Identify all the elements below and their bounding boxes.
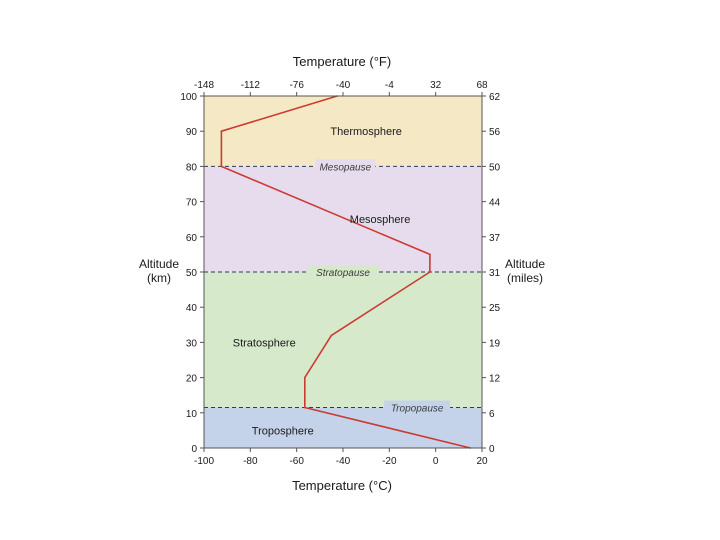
y-tick-label-km: 40 [186, 303, 198, 314]
x-tick-label-c: -20 [382, 456, 397, 467]
x-tick-label-f: -148 [194, 80, 214, 91]
x-tick-label-f: -112 [241, 80, 261, 91]
x-tick-label-f: -4 [385, 80, 394, 91]
y-tick-label-km: 70 [186, 198, 198, 209]
y-tick-label-km: 50 [186, 268, 198, 279]
y-tick-label-miles: 56 [489, 127, 501, 138]
y-tick-label-miles: 0 [489, 444, 495, 455]
x-tick-label-f: 68 [476, 80, 488, 91]
y-tick-label-km: 90 [186, 127, 198, 138]
layer-label-mesosphere: Mesosphere [350, 214, 411, 226]
x-tick-label-c: 0 [433, 456, 439, 467]
x-tick-label-c: -60 [289, 456, 304, 467]
right-axis-title-line2: (miles) [507, 271, 543, 285]
y-tick-label-km: 10 [186, 409, 198, 420]
layer-band-stratosphere [204, 272, 482, 408]
layer-labels: Troposphere Stratosphere Mesosphere Thermos… [233, 126, 411, 437]
temperature-series [220, 95, 472, 449]
y-tick-label-miles: 19 [489, 338, 501, 349]
boundary-label-bg-mesopause [315, 159, 376, 173]
top-axis-title: Temperature (°F) [293, 54, 391, 69]
series-point [429, 253, 431, 256]
x-tick-label-f: -40 [336, 80, 351, 91]
y-tick-label-miles: 44 [489, 198, 501, 209]
atmosphere-layers [204, 96, 482, 448]
x-tick-label-c: 20 [476, 456, 488, 467]
series-point [303, 406, 306, 409]
y-tick-label-km: 80 [186, 162, 198, 173]
boundary-label-bg-stratopause [307, 265, 379, 278]
y-tick-label-km: 0 [191, 444, 197, 455]
layer-band-mesosphere [204, 166, 482, 272]
x-tick-label-f: 32 [430, 80, 442, 91]
right-axis-title-line1: Altitude [505, 257, 545, 271]
series-point [220, 165, 223, 168]
layer-boundaries: Tropopause Stratopause Mesopause [204, 159, 482, 415]
layer-band-thermosphere [204, 96, 482, 167]
x-tick-label-f: -76 [289, 80, 304, 91]
x-tick-label-c: -80 [243, 456, 258, 467]
left-axis-title-line1: Altitude [139, 257, 179, 271]
x-tick-label-c: -40 [336, 456, 351, 467]
series-point [429, 271, 431, 273]
y-tick-label-km: 60 [186, 233, 198, 244]
y-tick-label-km: 30 [186, 338, 198, 349]
y-tick-label-miles: 25 [489, 303, 501, 314]
layer-label-thermosphere: Thermosphere [330, 126, 402, 138]
y-tick-label-miles: 37 [489, 233, 501, 244]
series-point [330, 334, 333, 337]
boundary-label-bg-tropopause [384, 400, 451, 414]
boundary-label-tropopause: Tropopause [391, 404, 444, 415]
boundary-label-mesopause: Mesopause [319, 162, 371, 173]
y-tick-label-miles: 31 [489, 268, 501, 279]
boundary-label-stratopause: Stratopause [316, 268, 370, 279]
series-point [220, 130, 223, 132]
y-tick-label-miles: 12 [489, 374, 501, 385]
y-tick-label-miles: 6 [489, 409, 495, 420]
y-tick-label-miles: 50 [489, 162, 501, 173]
series-point [303, 376, 306, 379]
x-tick-label-c: -100 [194, 456, 214, 467]
y-tick-label-miles: 62 [489, 92, 501, 103]
bottom-axis-title: Temperature (°C) [292, 478, 392, 493]
y-tick-label-km: 100 [180, 92, 197, 103]
layer-label-troposphere: Troposphere [252, 425, 314, 437]
layer-band-troposphere [204, 407, 482, 448]
left-axis-title-line2: (km) [147, 271, 171, 285]
axis-ticks: -100 -80 -60 -40 -20 0 20-148 -112 -76 -40 -4 32 680… [180, 80, 500, 467]
layer-label-stratosphere: Stratosphere [233, 337, 296, 349]
y-tick-label-km: 20 [186, 374, 198, 385]
